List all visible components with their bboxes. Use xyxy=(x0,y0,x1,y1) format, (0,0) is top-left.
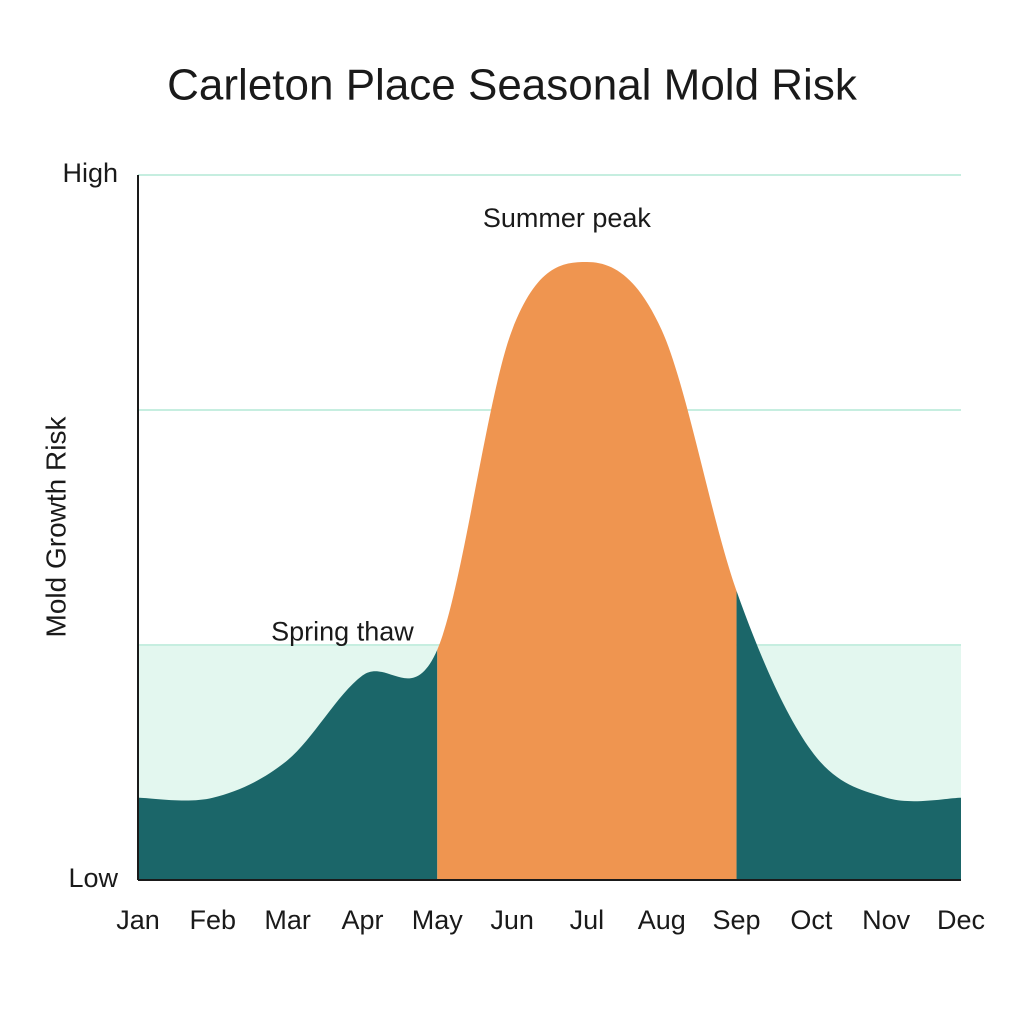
area xyxy=(138,649,438,880)
x-tick-label: Aug xyxy=(638,905,686,935)
x-tick-label: Apr xyxy=(341,905,383,935)
y-axis-title: Mold Growth Risk xyxy=(40,416,71,638)
y-tick-label: Low xyxy=(68,863,118,893)
x-tick-label: Mar xyxy=(264,905,311,935)
x-tick-label: Jun xyxy=(490,905,534,935)
x-tick-label: May xyxy=(412,905,464,935)
area xyxy=(736,590,961,880)
y-tick-label: High xyxy=(62,158,118,188)
x-tick-label: Feb xyxy=(190,905,237,935)
x-tick-label: Jan xyxy=(116,905,160,935)
area xyxy=(437,261,737,880)
x-tick-label: Nov xyxy=(862,905,911,935)
annotation: Summer peak xyxy=(483,203,652,233)
x-tick-label: Oct xyxy=(790,905,833,935)
annotation: Spring thaw xyxy=(271,617,414,647)
chart-title: Carleton Place Seasonal Mold Risk xyxy=(167,61,858,110)
x-tick-label: Jul xyxy=(570,905,605,935)
x-tick-label: Sep xyxy=(713,905,761,935)
x-tick-label: Dec xyxy=(937,905,985,935)
